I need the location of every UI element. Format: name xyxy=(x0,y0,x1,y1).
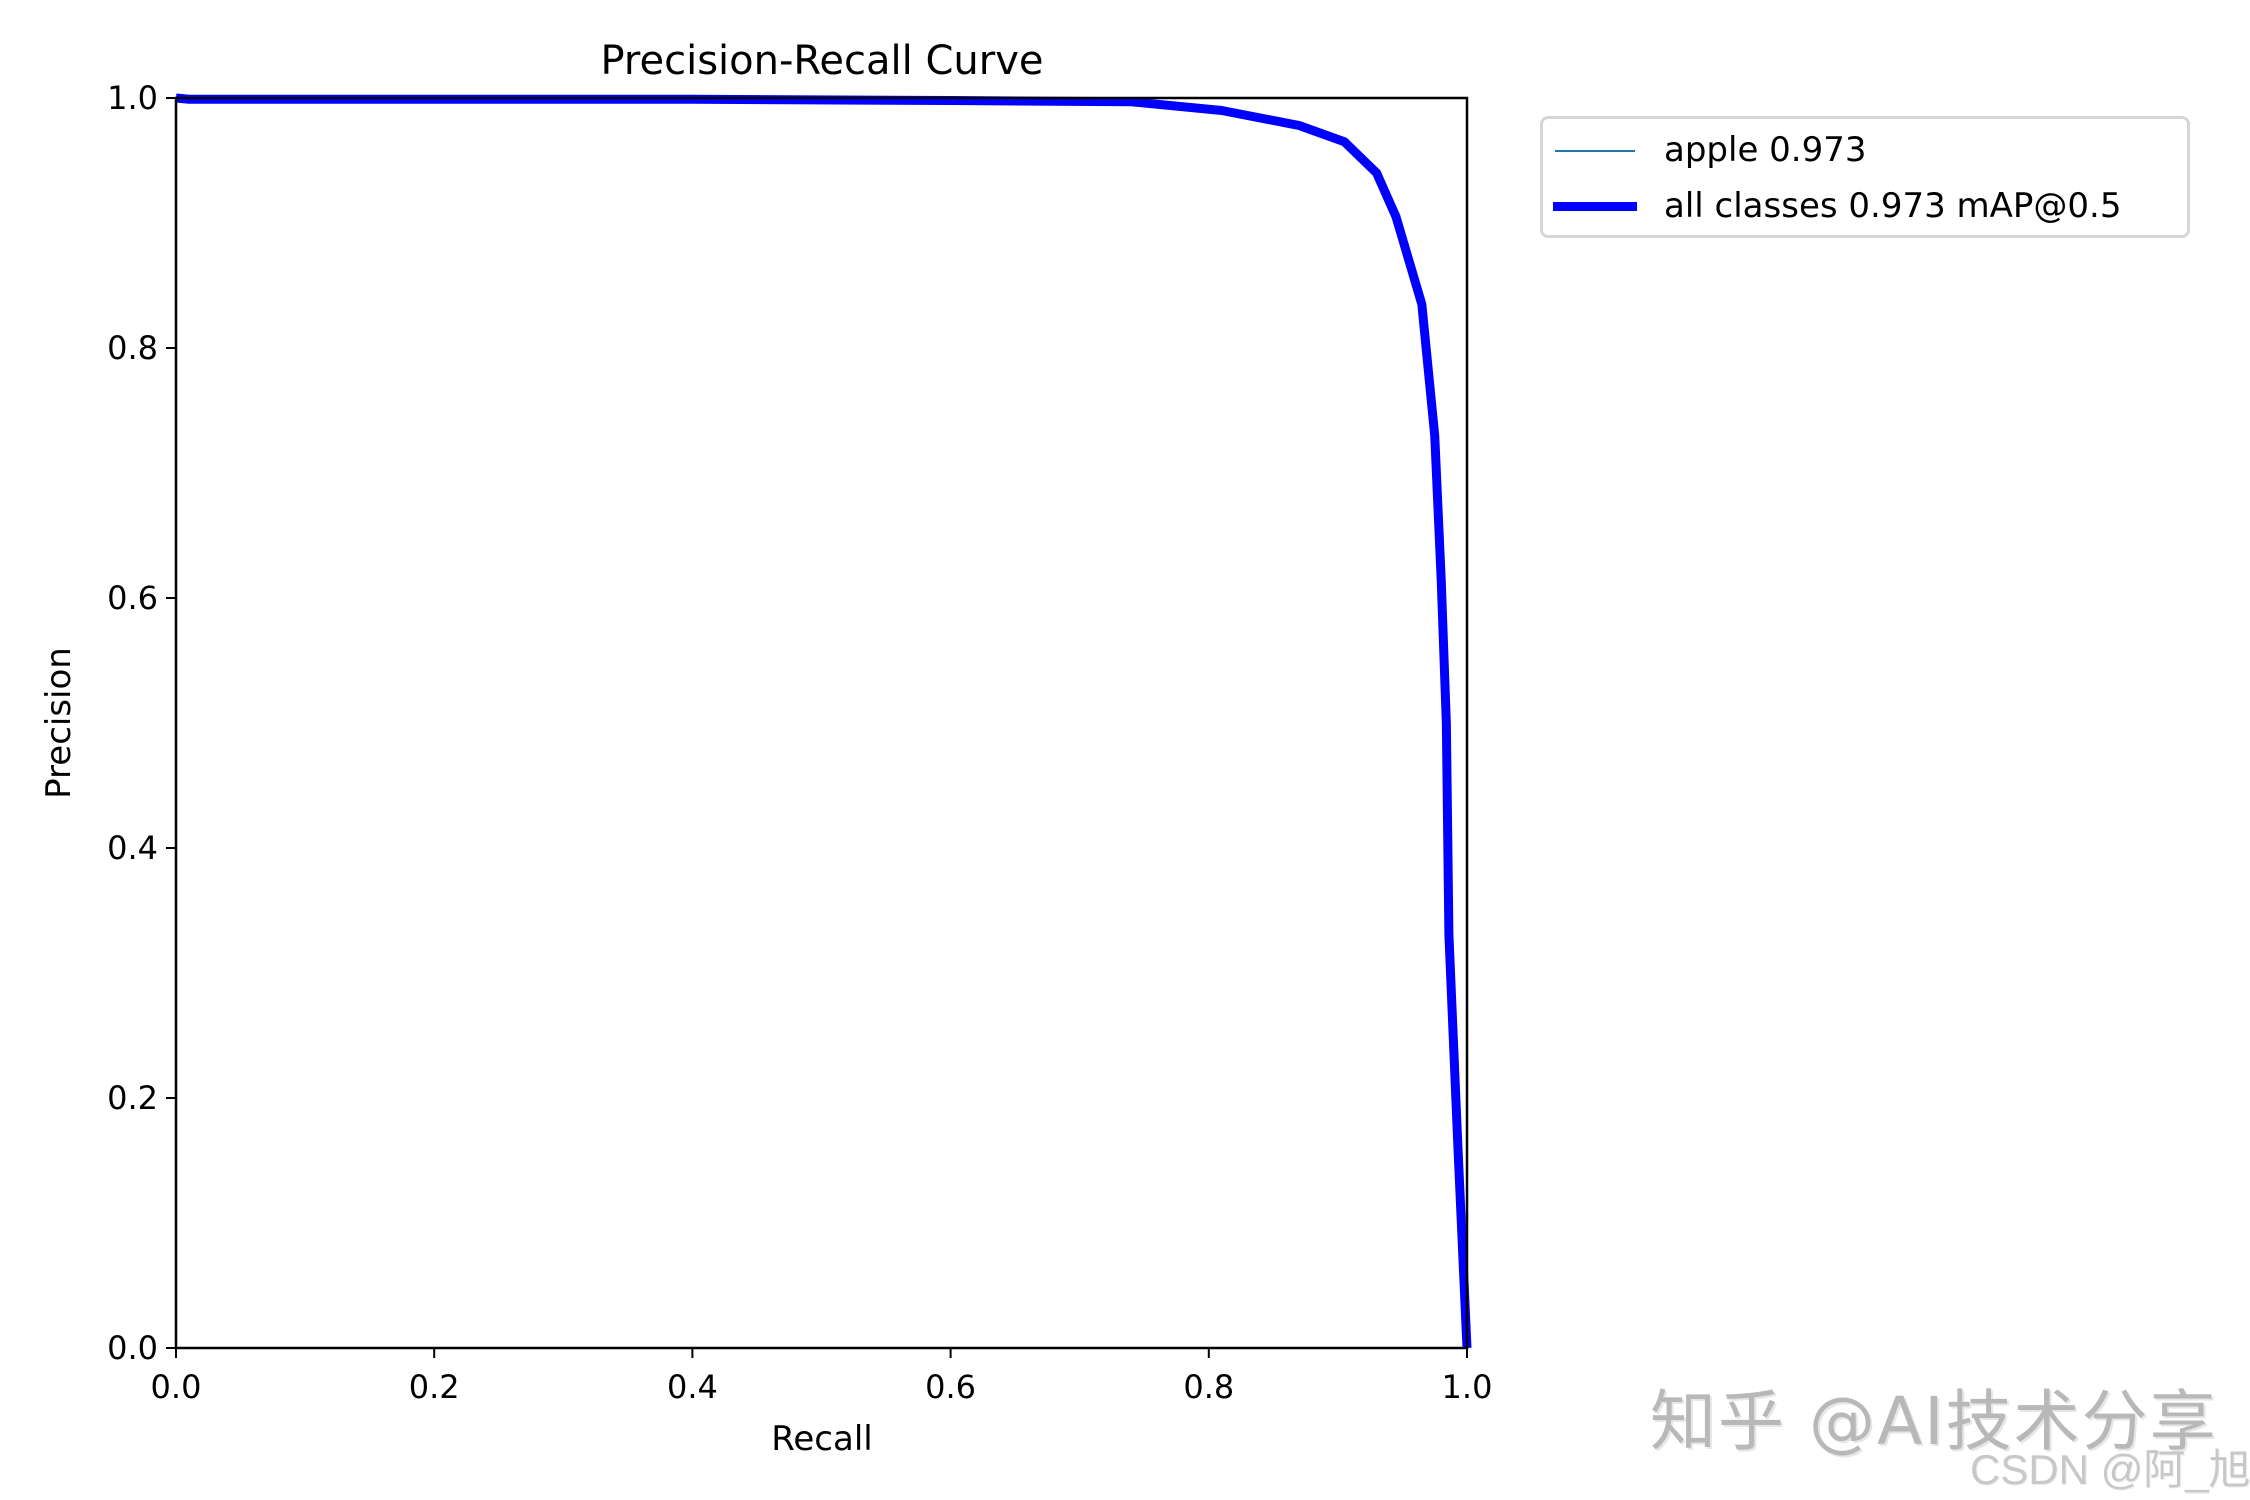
legend-label-all-classes: all classes 0.973 mAP@0.5 xyxy=(1664,186,2122,226)
x-tick-label: 1.0 xyxy=(1442,1368,1493,1406)
legend-label-apple: apple 0.973 xyxy=(1664,130,1867,170)
watermark-csdn: CSDN @阿_旭 xyxy=(1970,1446,2250,1493)
x-axis-ticks: 0.0 0.2 0.4 0.6 0.8 1.0 xyxy=(151,1348,1493,1406)
y-axis-ticks: 0.0 0.2 0.4 0.6 0.8 1.0 xyxy=(107,79,176,1367)
series-all-classes-line xyxy=(175,93,1472,1349)
y-tick-label: 0.6 xyxy=(107,579,158,617)
chart-title: Precision-Recall Curve xyxy=(601,38,1044,84)
x-tick-label: 0.4 xyxy=(667,1368,718,1406)
y-tick-label: 0.0 xyxy=(107,1329,158,1367)
x-tick-label: 0.2 xyxy=(409,1368,460,1406)
y-tick-label: 0.2 xyxy=(107,1079,158,1117)
axes-frame xyxy=(174,96,1469,1350)
legend: apple 0.973 all classes 0.973 mAP@0.5 xyxy=(1540,116,2190,238)
watermark-zhihu: 知乎 @AI技术分享 xyxy=(1650,1383,2218,1460)
legend-swatch-all-classes xyxy=(1553,202,1637,211)
y-axis-label: Precision xyxy=(39,647,79,799)
x-tick-label: 0.0 xyxy=(151,1368,202,1406)
plot-area xyxy=(175,93,1472,1349)
x-axis-label: Recall xyxy=(771,1419,872,1459)
y-tick-label: 0.8 xyxy=(107,329,158,367)
y-tick-label: 0.4 xyxy=(107,829,158,867)
x-tick-label: 0.8 xyxy=(1183,1368,1234,1406)
x-tick-label: 0.6 xyxy=(925,1368,976,1406)
y-tick-label: 1.0 xyxy=(107,79,158,117)
series-apple-line xyxy=(175,97,1468,1349)
legend-swatch-apple xyxy=(1555,150,1635,152)
